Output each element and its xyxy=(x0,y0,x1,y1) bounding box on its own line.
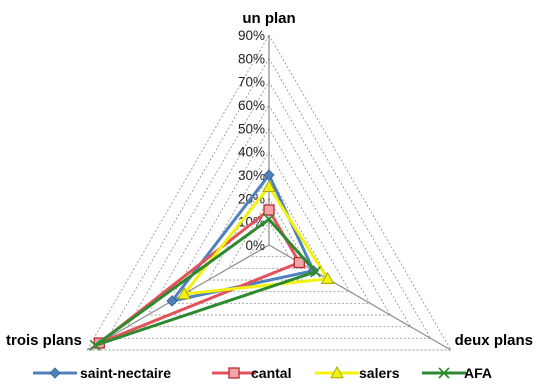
grid-ring xyxy=(126,80,412,328)
axis-spoke xyxy=(86,244,270,351)
legend-marker xyxy=(228,367,240,379)
axis-label: deux plans xyxy=(455,332,533,349)
grid-ring xyxy=(106,57,432,339)
data-point xyxy=(262,179,276,192)
tick-label: 80% xyxy=(238,51,265,66)
tick-label: 0% xyxy=(245,238,265,253)
tick-label: 40% xyxy=(238,145,265,160)
legend-marker xyxy=(438,367,450,379)
grid-ring xyxy=(146,104,392,316)
series-line xyxy=(93,217,317,347)
tick-label: 30% xyxy=(238,168,265,183)
data-point xyxy=(177,287,191,300)
data-point xyxy=(293,256,305,269)
data-point xyxy=(309,266,322,278)
legend-item: salers xyxy=(315,365,400,381)
data-point xyxy=(263,213,275,225)
data-point xyxy=(320,272,335,285)
legend: saint-nectaire cantal salers AFA xyxy=(33,365,492,381)
data-point xyxy=(166,295,178,307)
series-line xyxy=(182,185,330,296)
axis-label: trois plans xyxy=(6,332,82,349)
legend-label: AFA xyxy=(464,365,492,381)
series-salers xyxy=(177,179,335,300)
series-lines xyxy=(89,169,335,351)
data-point xyxy=(263,204,275,216)
grid-ring xyxy=(248,220,290,258)
grid-ring xyxy=(227,197,311,269)
legend-label: cantal xyxy=(251,365,291,381)
tick-label: 50% xyxy=(238,121,265,136)
legend-label: salers xyxy=(359,365,400,381)
tick-label: 70% xyxy=(238,75,265,90)
legend-marker xyxy=(330,366,344,379)
tick-label: 60% xyxy=(238,98,265,113)
tick-label: 90% xyxy=(238,28,265,43)
grid-ring xyxy=(187,150,351,293)
series-AFA xyxy=(89,213,322,351)
legend-item: AFA xyxy=(422,365,492,381)
radial-tick-labels: 0%10%20%30%40%50%60%70%80%90% xyxy=(238,28,265,253)
grid-ring xyxy=(86,34,452,351)
legend-item: cantal xyxy=(212,365,291,381)
legend-item: saint-nectaire xyxy=(33,365,171,381)
legend-label: saint-nectaire xyxy=(80,365,171,381)
grid-ring xyxy=(167,127,371,304)
axis-label: un plan xyxy=(242,10,295,27)
axis-labels: un plan deux plans trois plans xyxy=(6,10,533,349)
data-point xyxy=(89,339,101,351)
legend-marker xyxy=(49,367,61,379)
